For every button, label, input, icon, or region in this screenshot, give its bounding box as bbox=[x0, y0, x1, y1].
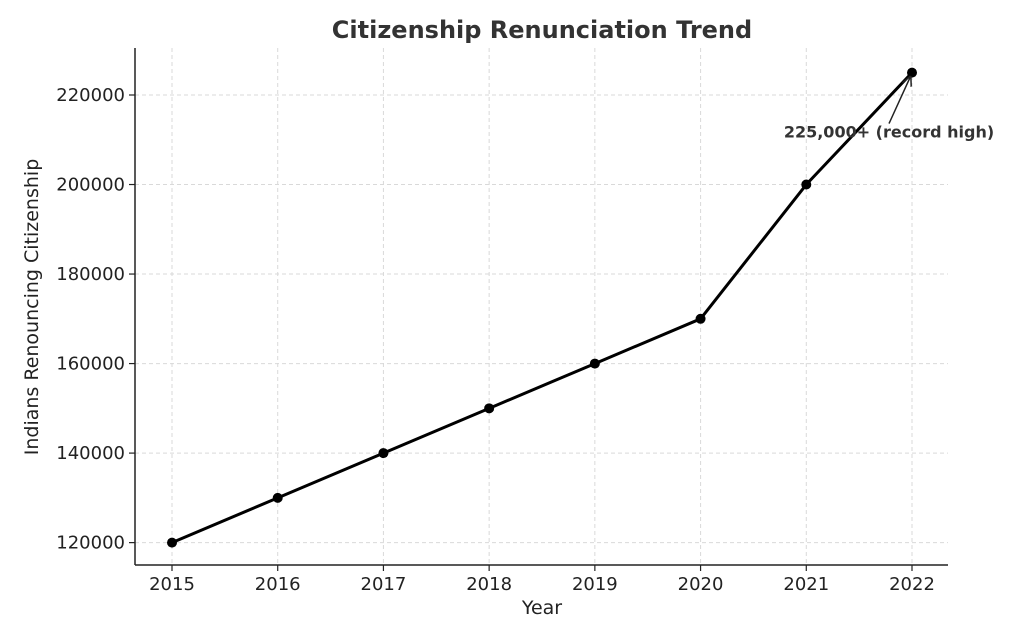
data-point bbox=[801, 179, 812, 190]
x-tick-label: 2021 bbox=[783, 574, 829, 595]
axes bbox=[134, 48, 948, 566]
data-point bbox=[907, 67, 917, 78]
annotations: 225,000+ (record high) bbox=[784, 78, 994, 142]
data-point bbox=[378, 448, 389, 459]
x-tick-label: 2020 bbox=[678, 574, 724, 595]
grid bbox=[135, 48, 948, 565]
x-tick-label: 2016 bbox=[255, 574, 301, 595]
y-tick-label: 200000 bbox=[56, 175, 125, 196]
y-tick-label: 120000 bbox=[56, 533, 125, 554]
data-point bbox=[589, 358, 600, 369]
series bbox=[167, 67, 917, 548]
chart-title: Citizenship Renunciation Trend bbox=[332, 16, 752, 44]
x-tick-label: 2017 bbox=[361, 574, 407, 595]
x-tick-label: 2019 bbox=[572, 574, 618, 595]
y-tick-label: 140000 bbox=[56, 443, 125, 464]
x-tick-label: 2022 bbox=[889, 574, 935, 595]
y-tick-label: 220000 bbox=[56, 85, 125, 106]
data-point bbox=[272, 492, 283, 503]
y-tick-label: 160000 bbox=[56, 354, 125, 375]
x-tick-label: 2015 bbox=[149, 574, 195, 595]
y-axis-label: Indians Renouncing Citizenship bbox=[21, 159, 43, 456]
annotation-arrow bbox=[888, 78, 910, 124]
annotation-label: 225,000+ (record high) bbox=[784, 123, 994, 142]
x-axis-label: Year bbox=[521, 597, 562, 619]
y-ticks: 120000 140000 160000 180000 200000 220000 bbox=[56, 85, 135, 554]
x-ticks: 2015 2016 2017 2018 2019 2020 2021 2022 bbox=[149, 565, 935, 595]
y-tick-label: 180000 bbox=[56, 264, 125, 285]
x-tick-label: 2018 bbox=[466, 574, 512, 595]
data-point bbox=[484, 403, 495, 414]
data-point bbox=[167, 537, 177, 548]
data-point bbox=[695, 313, 706, 324]
series-line bbox=[171, 71, 914, 545]
